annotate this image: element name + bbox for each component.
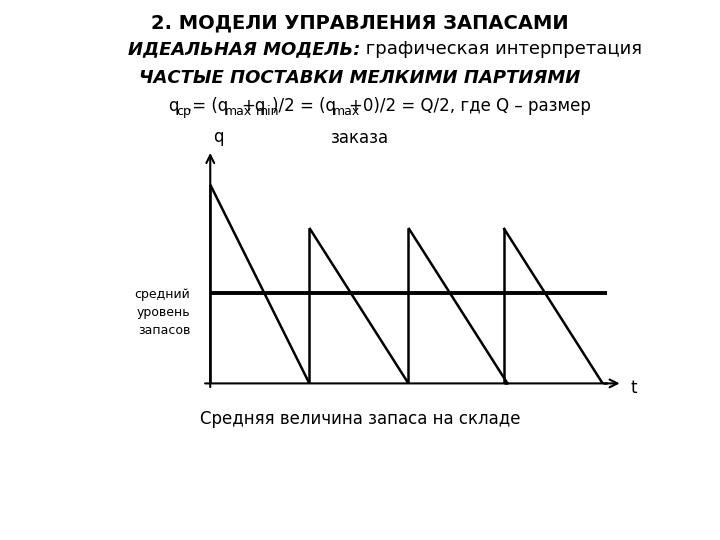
Text: средний
уровень
запасов: средний уровень запасов bbox=[135, 288, 190, 338]
Text: +0)/2 = Q/2, где Q – размер: +0)/2 = Q/2, где Q – размер bbox=[349, 97, 591, 114]
Text: ср: ср bbox=[176, 105, 191, 118]
Text: ЧАСТЫЕ ПОСТАВКИ МЕЛКИМИ ПАРТИЯМИ: ЧАСТЫЕ ПОСТАВКИ МЕЛКИМИ ПАРТИЯМИ bbox=[139, 69, 581, 87]
Text: )/2 = (q: )/2 = (q bbox=[272, 97, 336, 114]
Text: заказа: заказа bbox=[331, 129, 389, 147]
Text: +q: +q bbox=[241, 97, 266, 114]
Text: ИДЕАЛЬНАЯ МОДЕЛЬ:: ИДЕАЛЬНАЯ МОДЕЛЬ: bbox=[127, 40, 360, 58]
Text: Средняя величина запаса на складе: Средняя величина запаса на складе bbox=[199, 410, 521, 428]
Text: max: max bbox=[225, 105, 252, 118]
Text: графическая интерпретация: графическая интерпретация bbox=[360, 40, 642, 58]
Text: 2. МОДЕЛИ УПРАВЛЕНИЯ ЗАПАСАМИ: 2. МОДЕЛИ УПРАВЛЕНИЯ ЗАПАСАМИ bbox=[151, 14, 569, 32]
Text: .= (q: .= (q bbox=[187, 97, 228, 114]
Text: t: t bbox=[631, 379, 637, 397]
Text: q: q bbox=[213, 128, 223, 146]
Text: min: min bbox=[256, 105, 279, 118]
Text: max: max bbox=[333, 105, 360, 118]
Text: q: q bbox=[168, 97, 179, 114]
